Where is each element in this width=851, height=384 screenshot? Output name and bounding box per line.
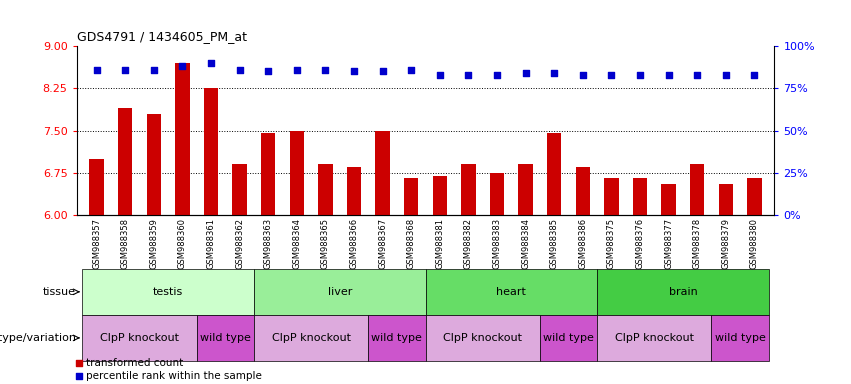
Point: [547, 70, 561, 76]
Point: [576, 72, 590, 78]
Bar: [146, 114, 161, 215]
Bar: [289, 131, 304, 215]
Bar: [197, 315, 254, 361]
Bar: [254, 269, 426, 315]
Point: [147, 67, 161, 73]
Point: [519, 70, 533, 76]
Bar: [718, 184, 733, 215]
Text: ClpP knockout: ClpP knockout: [271, 333, 351, 343]
Point: [633, 72, 647, 78]
Text: wild type: wild type: [372, 333, 422, 343]
Bar: [540, 315, 597, 361]
Point: [461, 72, 475, 78]
Bar: [232, 164, 247, 215]
Bar: [426, 269, 597, 315]
Point: [433, 72, 447, 78]
Bar: [597, 315, 711, 361]
Point: [318, 67, 332, 73]
Bar: [461, 164, 476, 215]
Point: [204, 60, 218, 66]
Bar: [254, 315, 368, 361]
Bar: [661, 184, 676, 215]
Point: [118, 67, 132, 73]
Text: GDS4791 / 1434605_PM_at: GDS4791 / 1434605_PM_at: [77, 30, 247, 43]
Bar: [83, 269, 254, 315]
Text: genotype/variation: genotype/variation: [0, 333, 76, 343]
Text: ClpP knockout: ClpP knockout: [100, 333, 179, 343]
Bar: [368, 315, 426, 361]
Text: brain: brain: [669, 287, 697, 297]
Text: wild type: wild type: [543, 333, 594, 343]
Bar: [89, 159, 104, 215]
Bar: [597, 269, 768, 315]
Point: [90, 67, 104, 73]
Bar: [711, 315, 768, 361]
Bar: [83, 315, 197, 361]
Bar: [547, 133, 562, 215]
Text: transformed count: transformed count: [86, 358, 183, 368]
Point: [302, 209, 316, 215]
Bar: [518, 164, 533, 215]
Point: [404, 67, 418, 73]
Bar: [490, 173, 504, 215]
Text: testis: testis: [153, 287, 183, 297]
Point: [604, 72, 618, 78]
Point: [690, 72, 704, 78]
Text: tissue: tissue: [43, 287, 76, 297]
Bar: [375, 131, 390, 215]
Point: [747, 72, 761, 78]
Point: [290, 67, 304, 73]
Text: liver: liver: [328, 287, 352, 297]
Point: [347, 68, 361, 74]
Bar: [747, 179, 762, 215]
Text: ClpP knockout: ClpP knockout: [443, 333, 523, 343]
Point: [233, 67, 247, 73]
Bar: [690, 164, 705, 215]
Point: [490, 72, 504, 78]
Bar: [347, 167, 361, 215]
Text: wild type: wild type: [200, 333, 251, 343]
Bar: [175, 63, 190, 215]
Point: [662, 72, 676, 78]
Text: ClpP knockout: ClpP knockout: [614, 333, 694, 343]
Point: [175, 63, 189, 70]
Bar: [261, 133, 276, 215]
Bar: [633, 179, 647, 215]
Bar: [432, 175, 447, 215]
Point: [302, 324, 316, 330]
Point: [376, 68, 390, 74]
Bar: [404, 179, 419, 215]
Bar: [604, 179, 619, 215]
Point: [261, 68, 275, 74]
Text: heart: heart: [496, 287, 526, 297]
Bar: [575, 167, 590, 215]
Bar: [318, 164, 333, 215]
Bar: [204, 88, 218, 215]
Point: [719, 72, 733, 78]
Bar: [426, 315, 540, 361]
Text: wild type: wild type: [715, 333, 766, 343]
Text: percentile rank within the sample: percentile rank within the sample: [86, 371, 262, 381]
Bar: [118, 108, 133, 215]
